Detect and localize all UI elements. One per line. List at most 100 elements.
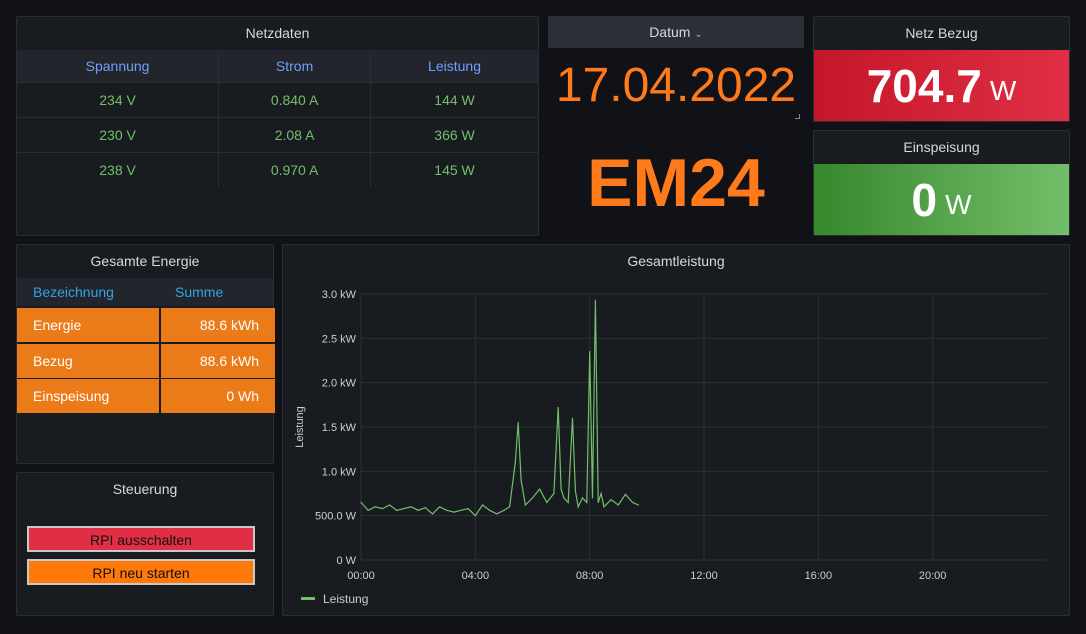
data-point <box>546 501 548 503</box>
data-point <box>403 507 405 510</box>
netzdaten-table: Spannung Strom Leistung 234 V 0.840 A 14… <box>17 50 538 187</box>
data-point <box>514 461 516 464</box>
data-point <box>424 507 426 509</box>
table-cell: 0.970 A <box>218 151 372 187</box>
gesamte-energie-title: Gesamte Energie <box>90 253 200 269</box>
table-row: 238 V 0.970 A 145 W <box>17 151 538 187</box>
table-cell: 144 W <box>370 81 538 117</box>
netz-bezug-unit: W <box>989 74 1017 106</box>
legend-swatch <box>301 597 315 600</box>
date-value: 17.04.2022 <box>555 59 797 112</box>
series-line-leistung <box>360 300 639 517</box>
data-point <box>388 504 391 506</box>
y-tick-label: 1.0 kW <box>322 466 357 478</box>
data-point <box>489 509 491 511</box>
gesamtleistung-panel: Gesamtleistung 0 W 500.0 W 1.0 kW 1.5 kW 2.0… <box>282 244 1070 616</box>
table-cell: 0 Wh <box>161 379 275 413</box>
data-point <box>560 488 562 490</box>
data-point <box>381 507 384 510</box>
energie-table-header: Bezeichnung Summe <box>17 278 273 306</box>
data-point <box>567 501 569 503</box>
data-point <box>571 417 574 419</box>
table-cell: 238 V <box>17 151 220 187</box>
data-point <box>431 513 434 515</box>
data-point <box>591 497 594 499</box>
einspeisung-stat: 0 W <box>814 164 1069 235</box>
netz-bezug-panel: Netz Bezug 704.7 W <box>813 16 1070 122</box>
data-point <box>460 509 462 511</box>
column-header-summe[interactable]: Summe <box>175 284 224 300</box>
data-point <box>503 509 505 511</box>
data-point <box>617 504 619 506</box>
data-point <box>439 506 441 508</box>
x-tick-label: 12:00 <box>690 570 718 582</box>
data-point <box>360 501 362 503</box>
x-tick-label: 16:00 <box>805 570 833 582</box>
einspeisung-title: Einspeisung <box>903 139 980 155</box>
device-name: EM24 <box>587 145 765 221</box>
data-point <box>524 504 526 506</box>
data-point <box>631 501 634 503</box>
resize-handle-icon[interactable] <box>795 114 800 119</box>
y-tick-label: 500.0 W <box>315 511 357 523</box>
table-cell: 145 W <box>370 151 538 187</box>
table-cell: 0.840 A <box>218 81 372 117</box>
rpi-shutdown-button[interactable]: RPI ausschalten <box>27 526 255 552</box>
data-point <box>594 299 596 301</box>
table-cell: Einspeisung <box>17 379 159 413</box>
table-cell: Bezug <box>17 344 159 378</box>
gesamtleistung-title: Gesamtleistung <box>627 253 725 269</box>
data-point <box>417 509 419 511</box>
x-tick-label: 00:00 <box>347 570 375 582</box>
column-header-leistung[interactable]: Leistung <box>370 50 538 82</box>
einspeisung-value: 0 <box>911 173 938 226</box>
data-point <box>509 506 511 508</box>
data-point <box>563 497 565 499</box>
y-tick-label: 2.0 kW <box>322 378 357 390</box>
y-tick-label: 0 W <box>336 555 356 567</box>
table-cell: 234 V <box>17 81 220 117</box>
data-point <box>557 406 559 409</box>
x-tick-label: 08:00 <box>576 570 604 582</box>
column-header-spannung[interactable]: Spannung <box>17 50 220 82</box>
data-point <box>446 509 448 511</box>
data-point <box>520 479 522 481</box>
table-row: 230 V 2.08 A 366 W <box>17 116 538 152</box>
data-point <box>467 507 469 510</box>
column-header-bezeichnung[interactable]: Bezeichnung <box>33 284 114 300</box>
data-point <box>581 497 584 499</box>
y-tick-label: 1.5 kW <box>322 422 357 434</box>
data-point <box>603 506 605 508</box>
data-point <box>474 515 476 517</box>
data-point <box>637 504 639 506</box>
data-point <box>396 509 398 511</box>
netzdaten-title: Netzdaten <box>245 25 310 41</box>
data-point <box>586 501 588 503</box>
datum-dropdown[interactable]: Datum ⌄ <box>548 16 804 48</box>
legend-label: Leistung <box>323 592 368 606</box>
rpi-restart-button[interactable]: RPI neu starten <box>27 559 255 585</box>
table-row: 234 V 0.840 A 144 W <box>17 81 538 117</box>
data-point <box>531 497 534 499</box>
data-point <box>610 499 612 501</box>
data-point <box>597 501 599 503</box>
column-header-strom[interactable]: Strom <box>218 50 372 82</box>
data-point <box>374 506 376 508</box>
data-point <box>574 490 576 492</box>
datum-panel: Datum ⌄ 17.04.2022 EM24 <box>548 16 804 236</box>
steuerung-panel: Steuerung RPI ausschalten RPI neu starte… <box>16 472 274 616</box>
table-row: Einspeisung 0 Wh <box>17 379 275 413</box>
table-cell: 88.6 kWh <box>161 308 275 342</box>
data-point <box>589 351 591 353</box>
datum-label: Datum <box>649 24 691 40</box>
gesamtleistung-chart: 0 W 500.0 W 1.0 kW 1.5 kW 2.0 kW 2.5 kW 3.0 kW… <box>294 289 1047 606</box>
data-point <box>517 421 519 424</box>
data-point <box>410 506 412 508</box>
data-point <box>600 492 602 495</box>
data-point <box>453 511 455 513</box>
data-point <box>367 509 369 511</box>
data-point <box>553 492 555 495</box>
table-cell: Energie <box>17 308 159 342</box>
data-point <box>496 513 498 515</box>
netz-bezug-value: 704.7 <box>866 59 982 112</box>
